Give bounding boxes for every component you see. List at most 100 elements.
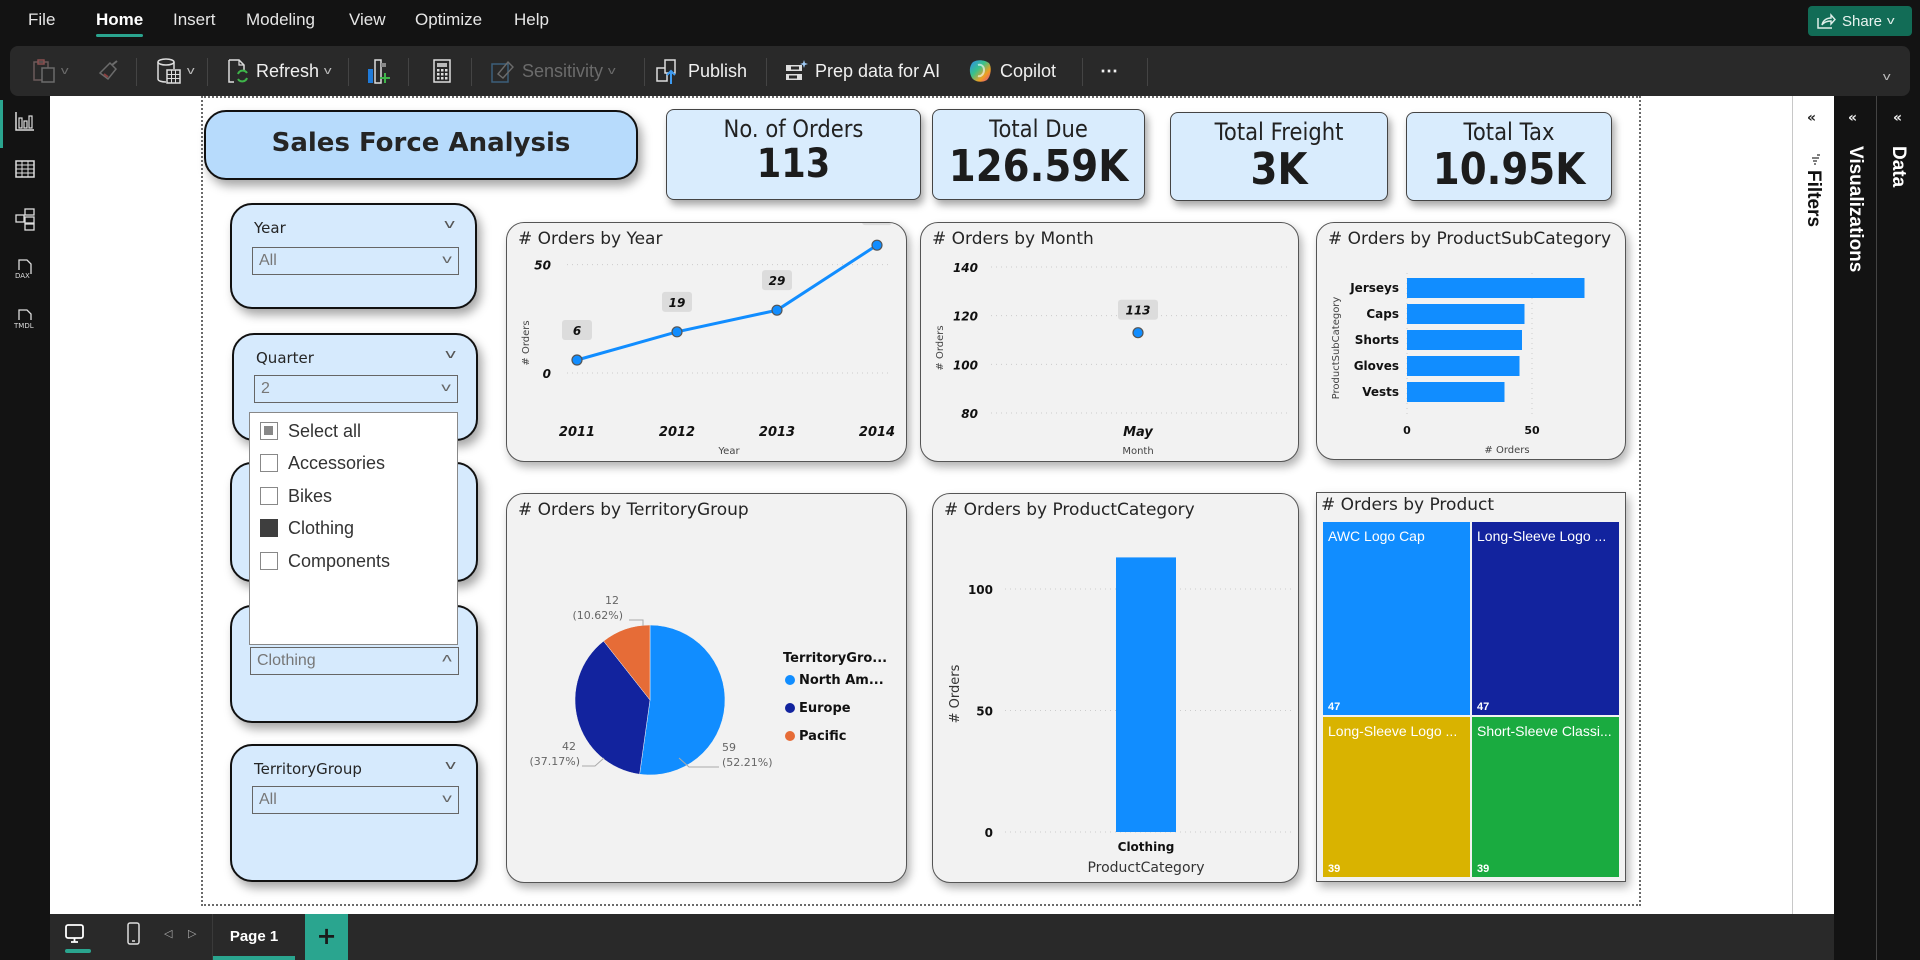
tmdl-icon: TMDL [13, 309, 34, 330]
expand-visualizations-icon[interactable]: « [1848, 110, 1858, 126]
sensitivity-button[interactable]: Sensitivity v [490, 46, 616, 96]
format-painter-button[interactable] [96, 46, 120, 96]
share-icon [1817, 13, 1836, 29]
y-tick-label: Vests [1362, 385, 1399, 399]
orders-by-territory-visual[interactable]: # Orders by TerritoryGroup 59 (52.21%) 42 (… [506, 493, 907, 883]
legend-title: TerritoryGro... [783, 651, 887, 666]
tmdl-view-button[interactable]: TMDL [12, 306, 38, 332]
kpi-label: Total Tax [1463, 118, 1555, 146]
previous-page-button[interactable]: ◁ [164, 927, 172, 940]
treemap-tile-label: Short-Sleeve Classi... [1477, 723, 1612, 739]
data-point [871, 239, 883, 251]
x-axis-title: ProductCategory [1087, 860, 1204, 876]
filters-label: Filters [1803, 170, 1824, 228]
orders-by-year-visual[interactable]: # Orders by Year 05062011192012292013592… [506, 222, 907, 462]
slicer-title: Year [254, 219, 286, 237]
page-tab-page-1[interactable]: Page 1 [213, 914, 295, 960]
data-point [1132, 327, 1144, 339]
chevron-down-icon[interactable]: v [444, 758, 457, 772]
share-button[interactable]: Share v [1808, 6, 1912, 36]
dropdown-item-clothing[interactable]: Clothing [260, 516, 354, 540]
treemap-tile[interactable]: Short-Sleeve Classi... 39 [1472, 717, 1619, 877]
checkbox[interactable] [260, 487, 278, 505]
next-page-button[interactable]: ▷ [188, 927, 196, 940]
y-tick-label: 120 [953, 310, 978, 324]
dax-icon: DAX [15, 259, 32, 280]
new-visual-button[interactable] [366, 46, 392, 96]
publish-label: Publish [688, 60, 748, 81]
treemap-tile-value: 39 [1328, 863, 1341, 875]
year-dropdown[interactable]: All v [252, 247, 459, 275]
orders-by-product-visual[interactable]: # Orders by Product AWC Logo Cap 47 Long-S… [1316, 492, 1626, 882]
clipboard-icon [33, 59, 55, 83]
dax-query-view-button[interactable]: DAX [12, 256, 38, 282]
data-pane[interactable]: « Data [1877, 96, 1920, 960]
kpi-card-total-freight: Total Freight 3K [1170, 112, 1388, 201]
mobile-layout-button[interactable] [126, 922, 142, 950]
expand-filters-icon[interactable]: « [1807, 110, 1817, 126]
dropdown-item-select-all[interactable]: Select all [260, 419, 361, 443]
ribbon-collapse-button[interactable]: v [1883, 52, 1891, 102]
checkbox-partial[interactable] [260, 422, 278, 440]
y-axis-title: # Orders [521, 320, 532, 365]
x-axis-title: # Orders [1484, 445, 1529, 456]
menu-home[interactable]: Home [96, 10, 144, 37]
get-data-button[interactable]: v [156, 46, 195, 96]
data-label-bg [662, 291, 692, 312]
database-table-icon [157, 58, 181, 84]
paste-button[interactable]: v [32, 46, 69, 96]
checkbox[interactable] [260, 454, 278, 472]
report-title-card: Sales Force Analysis [204, 110, 638, 180]
more-options-button[interactable]: ⋯ [1100, 60, 1119, 81]
slicer-value: All [259, 791, 277, 808]
dropdown-item-components[interactable]: Components [260, 549, 390, 573]
prep-data-ai-button[interactable]: Prep data for AI [783, 46, 940, 96]
report-view-button[interactable] [12, 110, 38, 136]
filters-pane[interactable]: « Filters [1792, 96, 1834, 914]
expand-data-icon[interactable]: « [1893, 110, 1903, 126]
chevron-left-icon: ◁ [164, 927, 173, 940]
data-label-bg [1118, 299, 1158, 320]
orders-by-category-visual[interactable]: # Orders by ProductCategory 0 50 100 Clothi… [932, 493, 1299, 883]
checkbox[interactable] [260, 552, 278, 570]
orders-by-subcategory-visual[interactable]: # Orders by ProductSubCategory 0 50 Jersey… [1316, 222, 1626, 460]
dropdown-item-label: Accessories [288, 452, 386, 473]
chevron-down-icon: v [607, 65, 616, 77]
treemap-tile[interactable]: AWC Logo Cap 47 [1323, 522, 1470, 715]
dropdown-item-accessories[interactable]: Accessories [260, 451, 385, 475]
refresh-button[interactable]: Refresh v [226, 46, 332, 96]
treemap-tile[interactable]: Long-Sleeve Logo ... 47 [1472, 522, 1619, 715]
treemap-tile-label: Long-Sleeve Logo ... [1328, 723, 1458, 739]
y-tick-label: Caps [1366, 307, 1399, 321]
table-view-button[interactable] [12, 158, 38, 184]
menu-file[interactable]: File [28, 10, 56, 29]
chevron-down-icon[interactable]: v [443, 217, 456, 231]
menu-help[interactable]: Help [514, 10, 549, 29]
chevron-down-icon[interactable]: v [444, 347, 457, 361]
data-label-value: 12 [605, 594, 619, 607]
y-axis-title: # Orders [948, 664, 963, 723]
orders-by-month-visual[interactable]: # Orders by Month 80 100 120 140 113 May Month… [920, 222, 1299, 462]
copilot-button[interactable]: Copilot [968, 46, 1056, 96]
publish-button[interactable]: Publish [654, 46, 747, 96]
visualizations-pane[interactable]: « Visualizations [1834, 96, 1877, 960]
menu-optimize[interactable]: Optimize [415, 10, 483, 29]
menu-view[interactable]: View [349, 10, 386, 29]
treemap-tile[interactable]: Long-Sleeve Logo ... 39 [1323, 717, 1470, 877]
checkbox-checked[interactable] [260, 519, 278, 537]
territory-dropdown[interactable]: All v [252, 786, 459, 814]
menu-modeling[interactable]: Modeling [246, 10, 315, 29]
model-view-button[interactable] [12, 207, 38, 233]
category-dropdown[interactable]: Clothing v [250, 647, 459, 675]
legend-marker [785, 731, 795, 741]
data-label-percent: (52.21%) [722, 756, 773, 769]
new-measure-button[interactable] [432, 46, 452, 96]
desktop-layout-button[interactable] [64, 923, 91, 953]
leader-line [582, 757, 605, 767]
visual-title: # Orders by Year [518, 229, 663, 249]
orders-by-territory-chart: 59 (52.21%) 42 (37.17%) 12 (10.62%) TerritoryG… [529, 594, 887, 776]
quarter-dropdown[interactable]: 2 v [254, 375, 458, 403]
add-page-button[interactable]: + [305, 914, 348, 960]
menu-insert[interactable]: Insert [173, 10, 216, 29]
dropdown-item-bikes[interactable]: Bikes [260, 484, 332, 508]
